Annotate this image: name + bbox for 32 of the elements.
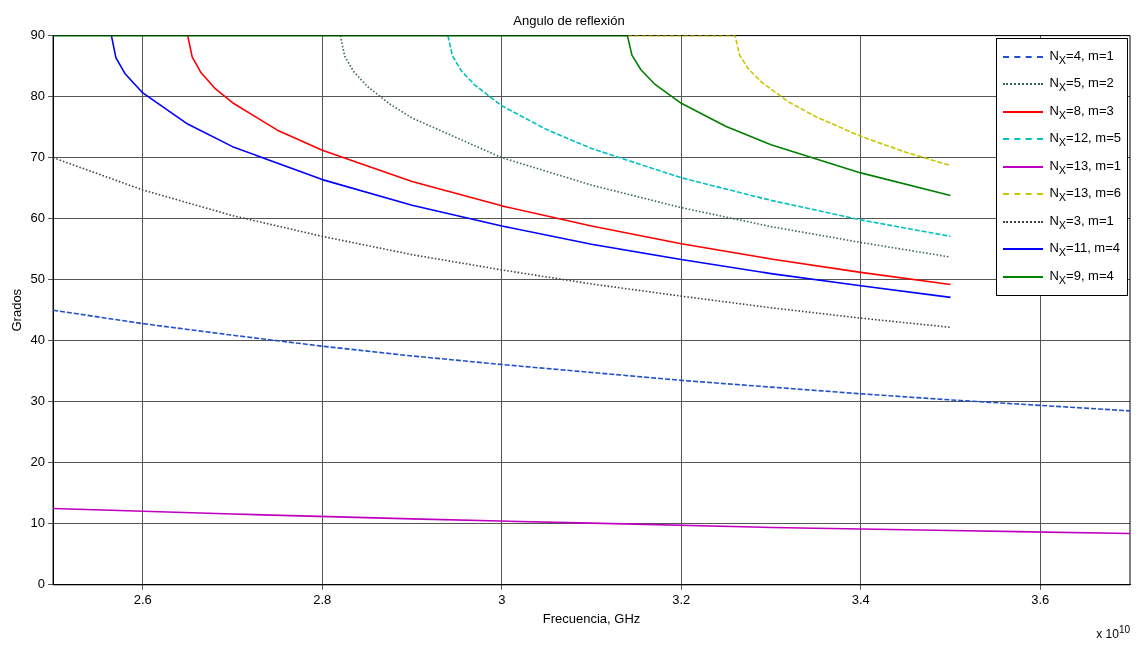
legend-label: N$_{X}$=5, m=2 bbox=[1049, 75, 1114, 94]
y-tick-label: 40 bbox=[30, 332, 46, 348]
legend-label: N$_{X}$=13, m=1 bbox=[1049, 157, 1121, 176]
legend-label: N$_{X}$=9, m=4 bbox=[1049, 267, 1114, 286]
y-axis-title: Grados bbox=[9, 288, 25, 332]
y-tick-label: 80 bbox=[30, 88, 46, 104]
x-tick-label: 3 bbox=[498, 592, 506, 608]
y-tick-label: 0 bbox=[37, 576, 46, 592]
y-tick-label: 30 bbox=[30, 393, 46, 409]
legend-label: N$_{X}$=4, m=1 bbox=[1049, 47, 1114, 66]
line-series bbox=[339, 35, 952, 258]
legend-label: N$_{X}$=3, m=1 bbox=[1049, 212, 1114, 231]
y-tick-label: 20 bbox=[30, 454, 46, 470]
line-series bbox=[447, 35, 952, 238]
x-tick-label: 3.6 bbox=[1031, 592, 1050, 608]
x-tick-label: 3.4 bbox=[851, 592, 870, 608]
y-tick-label: 70 bbox=[30, 149, 46, 165]
legend-label: N$_{X}$=13, m=6 bbox=[1049, 185, 1121, 204]
legend-label: N$_{X}$=12, m=5 bbox=[1049, 130, 1121, 149]
line-series bbox=[53, 156, 952, 329]
text: x 10$^{10}$ bbox=[1096, 624, 1130, 641]
y-tick-label: 50 bbox=[30, 271, 46, 287]
chart-title: Angulo de reflexión bbox=[513, 13, 625, 29]
x-axis-title: Frecuencia, GHz bbox=[542, 610, 641, 626]
x-tick-label: 2.6 bbox=[133, 592, 152, 608]
y-tick-label: 90 bbox=[30, 27, 46, 43]
legend-label: N$_{X}$=8, m=3 bbox=[1049, 102, 1114, 121]
x-tick-label: 2.8 bbox=[313, 592, 332, 608]
y-tick-label: 10 bbox=[30, 515, 46, 531]
legend-label: N$_{X}$=11, m=4 bbox=[1049, 240, 1121, 259]
x-tick-label: 3.2 bbox=[672, 592, 691, 608]
y-tick-label: 60 bbox=[30, 210, 46, 226]
